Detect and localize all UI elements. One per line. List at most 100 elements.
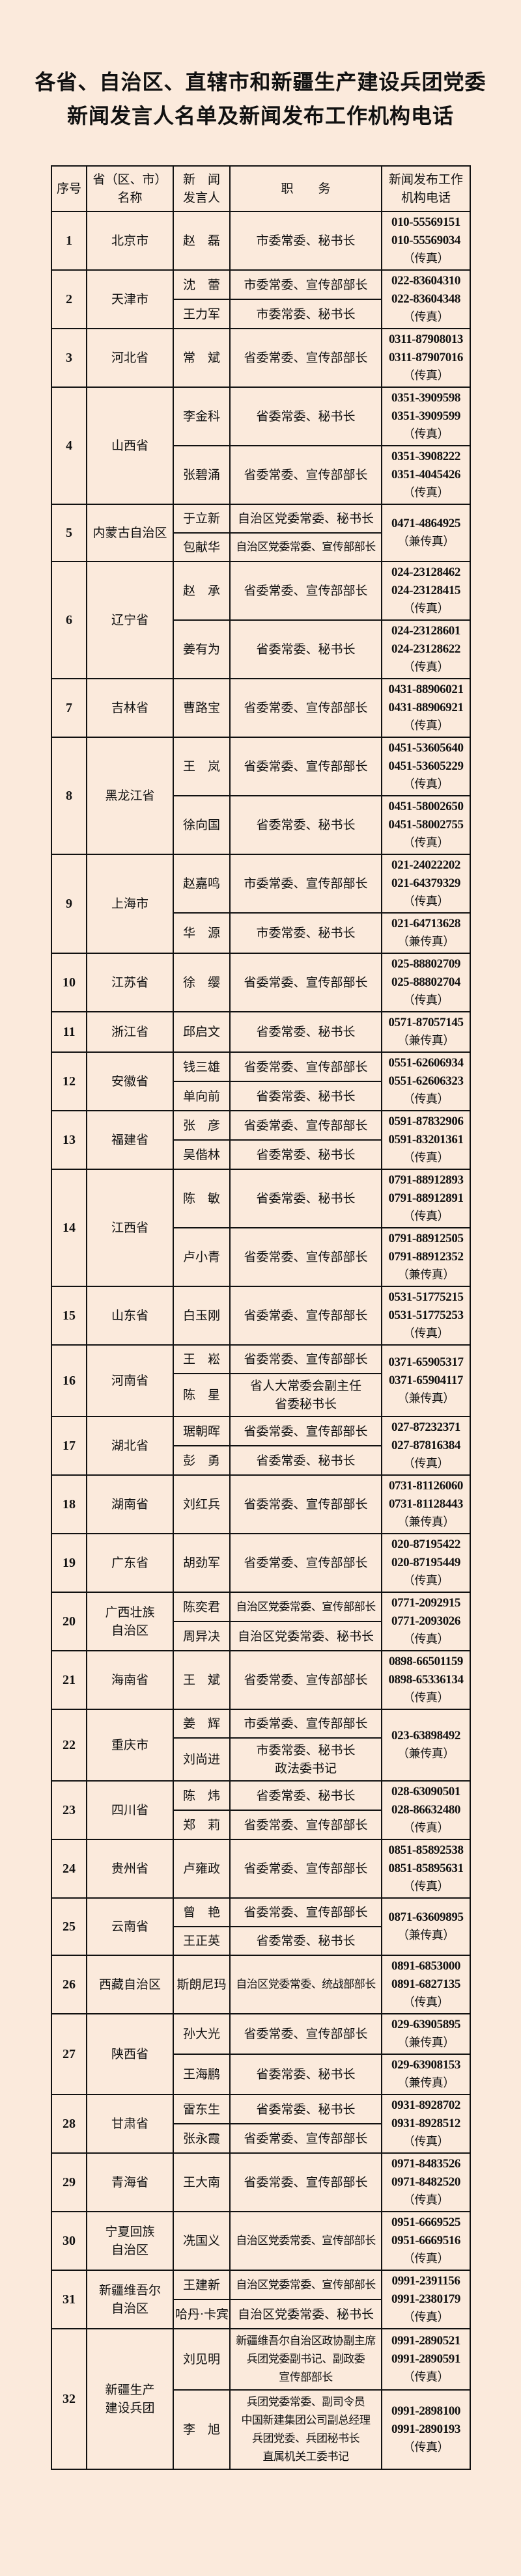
fax-note: （传真） bbox=[402, 602, 449, 616]
row-seq: 28 bbox=[51, 2094, 87, 2154]
speaker-duty: 省委常委、秘书长 bbox=[229, 1780, 382, 1811]
phone-cell: 0451-53605640 0451-53605229 （传真） bbox=[381, 737, 471, 796]
phone-number: 0931-8928512 bbox=[391, 2117, 461, 2130]
speaker-name: 邱启文 bbox=[173, 1011, 231, 1053]
table-row: 吴偕林 省委常委、秘书长 bbox=[51, 1139, 470, 1170]
row-province: 陕西省 bbox=[86, 2013, 174, 2095]
table-row: 姜有为 省委常委、秘书长 024-23128601 024-23128622 （传真） bbox=[51, 619, 471, 679]
speaker-name: 琚朝晖 bbox=[173, 1416, 231, 1446]
row-seq: 4 bbox=[51, 386, 87, 505]
phone-cell: 0351-3908222 0351-4045426 （传真） bbox=[381, 445, 471, 505]
speaker-duty: 自治区党委常委、宣传部部长 bbox=[229, 2211, 382, 2271]
speaker-name: 王正英 bbox=[173, 1926, 231, 1956]
phone-number: 0591-83201361 bbox=[388, 1133, 464, 1146]
phone-number: 0771-2092915 bbox=[391, 1596, 461, 1610]
speaker-duty: 省委常委、秘书长 bbox=[229, 795, 382, 855]
table-row: 22 重庆市姜 辉市委常委、宣传部部长 023-63898492 （兼传真） bbox=[51, 1709, 471, 1782]
speaker-duty: 自治区党委常委、宣传部部长 bbox=[229, 1592, 382, 1622]
fax-note: （兼传真） bbox=[397, 1929, 455, 1942]
table-row: 12 安徽省 钱三雄 省委常委、宣传部部长 0551-62606934 0551-6260… bbox=[51, 1051, 471, 1111]
fax-note: （兼传真） bbox=[397, 1392, 455, 1405]
speaker-duty: 省委常委、宣传部部长 bbox=[229, 2013, 382, 2055]
phone-cell: 027-87232371 027-87816384 （传真） bbox=[381, 1416, 471, 1476]
phone-cell: 021-64713628 （兼传真） bbox=[381, 912, 471, 954]
phone-cell: 0851-85892538 0851-85895631 （传真） bbox=[381, 1839, 471, 1899]
table-row: 18 湖南省 刘红兵 省委常委、宣传部部长 0731-81126060 0731-8112… bbox=[51, 1474, 471, 1534]
table-row: 王海鹏 省委常委、秘书长 029-63908153 （兼传真） bbox=[51, 2054, 471, 2095]
row-seq: 9 bbox=[51, 854, 87, 954]
fax-note: （传真） bbox=[402, 1210, 449, 1223]
phone-number: 0731-81126060 bbox=[388, 1479, 464, 1493]
row-province: 海南省 bbox=[86, 1650, 174, 1710]
speaker-name: 于立新 bbox=[173, 504, 231, 534]
row-seq: 26 bbox=[51, 1955, 87, 2014]
speaker-duty: 省委常委、宣传部部长 bbox=[229, 328, 382, 388]
table-row: 30 宁夏回族 自治区 冼国义 自治区党委常委、宣传部部长 0951-6669525 09… bbox=[51, 2211, 471, 2271]
speaker-name: 卢小青 bbox=[173, 1227, 231, 1287]
speaker-name: 王 斌 bbox=[173, 1650, 231, 1710]
fax-note: （兼传真） bbox=[397, 1034, 455, 1048]
speaker-duty: 市委常委、秘书长 bbox=[229, 211, 382, 271]
speaker-name: 卢雍政 bbox=[173, 1839, 231, 1899]
row-seq: 6 bbox=[51, 561, 87, 679]
phone-number: 021-24022202 bbox=[391, 858, 461, 872]
fax-note: （传真） bbox=[402, 1574, 449, 1588]
table-row: 28 甘肃省 雷东生 省委常委、秘书长 0931-8928702 0931-8928512… bbox=[51, 2094, 471, 2154]
row-seq: 19 bbox=[51, 1533, 87, 1593]
fax-note: （传真） bbox=[402, 369, 449, 383]
phone-number: 024-23128415 bbox=[391, 584, 461, 597]
phone-number: 020-87195449 bbox=[391, 1556, 461, 1569]
phone-number: 022-83604310 bbox=[391, 274, 461, 288]
speaker-duty: 省委常委、宣传部部长 bbox=[229, 1839, 382, 1899]
speaker-duty: 省委常委、宣传部部长 bbox=[229, 1897, 382, 1927]
phone-number: 0451-58002650 bbox=[388, 800, 464, 813]
fax-note: （传真） bbox=[402, 310, 449, 324]
phone-number: 0471-4864925 bbox=[391, 517, 461, 530]
phone-number: 024-23128622 bbox=[391, 642, 461, 656]
phone-number: 0351-3909599 bbox=[391, 409, 461, 423]
phone-number: 024-23128462 bbox=[391, 565, 461, 579]
speaker-name: 李 旭 bbox=[173, 2389, 231, 2470]
fax-note: （传真） bbox=[402, 1691, 449, 1705]
table-row: 25 云南省曾 艳省委常委、宣传部部长 0871-63609895 （兼传真） bbox=[51, 1897, 471, 1956]
phone-number: 022-83604348 bbox=[391, 292, 461, 306]
table-row: 14 江西省陈 敏省委常委、秘书长 0791-88912893 0791-889128… bbox=[51, 1169, 471, 1287]
row-province: 河南省 bbox=[86, 1344, 174, 1417]
speaker-name: 王建新 bbox=[173, 2270, 231, 2300]
speaker-name: 白玉刚 bbox=[173, 1286, 231, 1346]
phone-number: 0991-2391156 bbox=[391, 2274, 460, 2288]
row-province: 广东省 bbox=[86, 1533, 174, 1593]
row-province: 云南省 bbox=[86, 1897, 174, 1956]
speaker-duty: 省委常委、秘书长 bbox=[229, 2054, 382, 2095]
speaker-duty: 省委常委、宣传部部长 bbox=[229, 1344, 382, 1374]
table-row: 王正英 省委常委、秘书长 bbox=[51, 1926, 470, 1956]
document-title: 各省、自治区、直辖市和新疆生产建设兵团党委 新闻发言人名单及新闻发布工作机构电话 bbox=[0, 65, 521, 133]
row-seq: 24 bbox=[51, 1839, 87, 1899]
speaker-name: 王大南 bbox=[173, 2152, 231, 2212]
phone-number: 0771-2093026 bbox=[391, 1614, 461, 1628]
speaker-name: 赵嘉鸣 bbox=[173, 854, 231, 914]
phone-cell: 0731-81126060 0731-81128443 （兼传真） bbox=[381, 1474, 471, 1534]
phone-cell: 025-88802709 025-88802704 （传真） bbox=[381, 953, 471, 1012]
title-line-1: 各省、自治区、直辖市和新疆生产建设兵团党委 bbox=[35, 70, 486, 94]
speaker-duty: 省委常委、秘书长 bbox=[229, 386, 382, 446]
speaker-name: 雷东生 bbox=[173, 2094, 231, 2124]
phone-cell: 0771-2092915 0771-2093026 （传真） bbox=[381, 1592, 471, 1651]
fax-note: （传真） bbox=[402, 2193, 449, 2207]
phone-number: 023-63898492 bbox=[391, 1729, 461, 1742]
table-row: 19 广东省 胡劲军 省委常委、宣传部部长 020-87195422 020-871954… bbox=[51, 1533, 471, 1593]
fax-note: （传真） bbox=[402, 836, 449, 850]
row-province: 四川省 bbox=[86, 1780, 174, 1840]
fax-note: （传真） bbox=[402, 895, 449, 908]
table-row: 11 浙江省 邱启文 省委常委、秘书长 0571-87057145 （兼传真） bbox=[51, 1011, 471, 1053]
phone-cell: 0791-88912893 0791-88912891 （传真） bbox=[381, 1169, 471, 1228]
speaker-name: 胡劲军 bbox=[173, 1533, 231, 1593]
row-seq: 18 bbox=[51, 1474, 87, 1534]
speaker-duty: 自治区党委常委、宣传部部长 bbox=[229, 2270, 382, 2300]
title-line-2: 新闻发言人名单及新闻发布工作机构电话 bbox=[66, 103, 454, 128]
row-province: 湖南省 bbox=[86, 1474, 174, 1534]
fax-note: （传真） bbox=[402, 1151, 449, 1165]
table-row: 单向前 省委常委、秘书长 bbox=[51, 1081, 470, 1111]
table-row: 23 四川省陈 炜省委常委、秘书长 028-63090501 028-86632480… bbox=[51, 1780, 471, 1840]
speaker-duty: 省委常委、宣传部部长 bbox=[229, 1227, 382, 1287]
